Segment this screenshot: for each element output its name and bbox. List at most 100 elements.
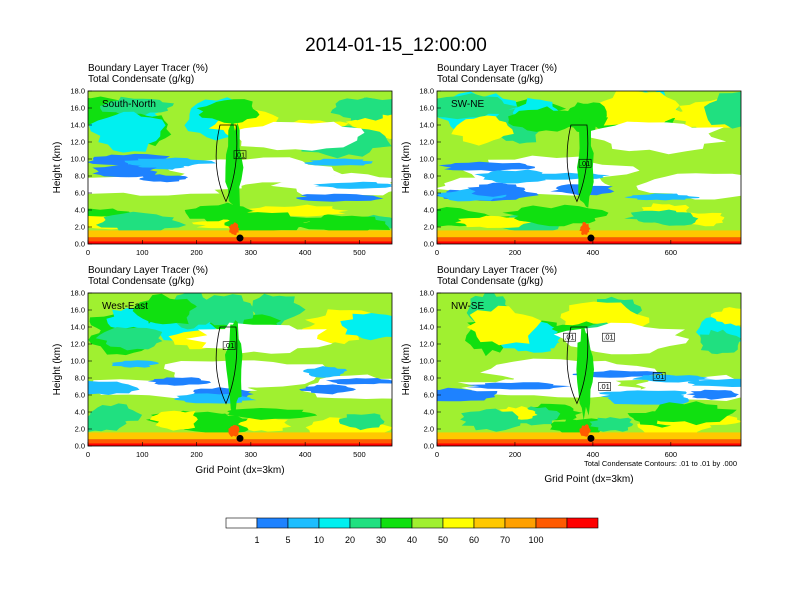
y-tick-label: 8.0 <box>75 172 85 181</box>
contour-label: .01 <box>564 333 574 342</box>
panel-nw-se: Boundary Layer Tracer (%)Total Condensat… <box>401 265 742 485</box>
colorbar-swatch <box>349 517 382 529</box>
panel-subtitle-tracer: Boundary Layer Tracer (%) <box>88 265 208 276</box>
y-tick-label: 4.0 <box>75 408 85 417</box>
condensate-contour <box>215 124 238 203</box>
upper-condensate-patch <box>508 106 583 132</box>
y-tick-label: 6.0 <box>75 189 85 198</box>
plot-frame <box>436 292 742 447</box>
y-axis-label: Height (km) <box>401 344 412 396</box>
boundary-layer-red <box>88 439 392 446</box>
colorbar-swatch <box>504 517 537 529</box>
colorbar-swatch <box>225 517 258 529</box>
y-tick-label: 16.0 <box>70 104 85 113</box>
colorbar-swatch <box>318 517 351 529</box>
surface-red <box>437 241 741 244</box>
tracer-band <box>474 169 552 184</box>
x-axis-label: Grid Point (dx=3km) <box>195 465 284 476</box>
updraft-base <box>228 222 240 236</box>
y-axis-label: Height (km) <box>52 344 63 396</box>
colorbar-label: 1 <box>254 535 259 545</box>
lower-tracer-patch <box>646 211 699 226</box>
upper-condensate-patch <box>437 93 520 120</box>
x-tick-label: 400 <box>299 248 312 257</box>
colorbar-label: 40 <box>407 535 417 545</box>
contour-label: .01 <box>654 372 664 381</box>
tracer-band <box>686 389 739 400</box>
y-tick-label: 2.0 <box>75 425 85 434</box>
chart-title: 2014-01-15_12:00:00 <box>305 35 487 56</box>
x-tick-label: 0 <box>435 450 439 459</box>
tracer-band <box>296 193 384 202</box>
updraft-base <box>228 425 240 437</box>
location-marker <box>236 434 244 442</box>
clear-air-region <box>185 322 333 355</box>
tracer-band <box>437 387 498 402</box>
tracer-band <box>303 366 348 378</box>
y-tick-label: 16.0 <box>419 306 434 315</box>
y-tick-label: 10.0 <box>419 155 434 164</box>
colorbar-label: 20 <box>345 535 355 545</box>
contour-label: .01 <box>224 341 234 350</box>
y-tick-label: 4.0 <box>75 206 85 215</box>
y-tick-label: 18.0 <box>70 289 85 298</box>
y-tick-label: 8.0 <box>424 172 434 181</box>
x-tick-label: 200 <box>190 248 203 257</box>
clear-air-region <box>636 173 741 200</box>
panel-subtitle-tracer: Boundary Layer Tracer (%) <box>88 63 208 74</box>
tracer-band <box>111 360 159 368</box>
upper-condensate-patch <box>710 307 741 326</box>
colorbar-swatch <box>566 517 599 529</box>
panel-subtitle-condensate: Total Condensate (g/kg) <box>88 74 194 85</box>
x-tick-label: 100 <box>136 450 149 459</box>
panel-subtitle-tracer: Boundary Layer Tracer (%) <box>437 63 557 74</box>
lower-tracer-patch <box>502 204 609 227</box>
lower-tracer-patch <box>95 211 187 233</box>
condensate-contour <box>215 326 238 405</box>
clear-air-region <box>480 358 658 387</box>
y-tick-label: 2.0 <box>424 425 434 434</box>
panel-sw-ne: Boundary Layer Tracer (%)Total Condensat… <box>401 63 742 257</box>
lower-tracer-patch <box>227 408 318 420</box>
y-axis-label: Height (km) <box>52 142 63 194</box>
lower-tracer-patch <box>455 215 532 228</box>
panel-south-north: Boundary Layer Tracer (%)Total Condensat… <box>52 63 393 257</box>
y-tick-label: 8.0 <box>75 374 85 383</box>
plot-frame <box>87 90 393 245</box>
panel-subtitle-condensate: Total Condensate (g/kg) <box>88 276 194 287</box>
boundary-layer-orange <box>88 230 392 238</box>
upper-condensate-patch <box>196 99 260 124</box>
boundary-layer-orange <box>437 230 741 238</box>
contour-label-box <box>563 332 576 342</box>
colorbar-label: 30 <box>376 535 386 545</box>
contour-label: .01 <box>580 159 590 168</box>
y-tick-label: 12.0 <box>419 138 434 147</box>
colorbar-label: 70 <box>500 535 510 545</box>
tracer-band <box>438 161 535 172</box>
panel-label: South-North <box>102 99 156 110</box>
x-tick-label: 100 <box>136 248 149 257</box>
contour-note: Total Condensate Contours: .01 to .01 by… <box>584 459 737 468</box>
x-tick-label: 500 <box>353 450 366 459</box>
contour-label-box <box>222 341 236 351</box>
contour-label-box <box>598 382 611 391</box>
x-tick-label: 300 <box>245 450 258 459</box>
clear-air-region <box>230 121 365 151</box>
updraft-base <box>579 221 591 236</box>
colorbar-swatch <box>256 517 289 529</box>
lower-tracer-patch <box>589 417 634 432</box>
y-tick-label: 16.0 <box>70 306 85 315</box>
contour-label-box <box>652 371 666 381</box>
panel-subtitle-condensate: Total Condensate (g/kg) <box>437 276 543 287</box>
tracer-band <box>572 370 663 378</box>
lower-tracer-patch <box>338 413 385 431</box>
upper-condensate-patch <box>195 294 254 327</box>
tracer-band <box>467 182 526 197</box>
colorbar-label: 5 <box>285 535 290 545</box>
colorbar-swatch <box>535 517 568 529</box>
y-tick-label: 14.0 <box>70 323 85 332</box>
tracer-band <box>687 378 741 387</box>
y-tick-label: 2.0 <box>75 223 85 232</box>
upper-condensate-patch <box>88 111 166 153</box>
y-tick-label: 10.0 <box>70 155 85 164</box>
